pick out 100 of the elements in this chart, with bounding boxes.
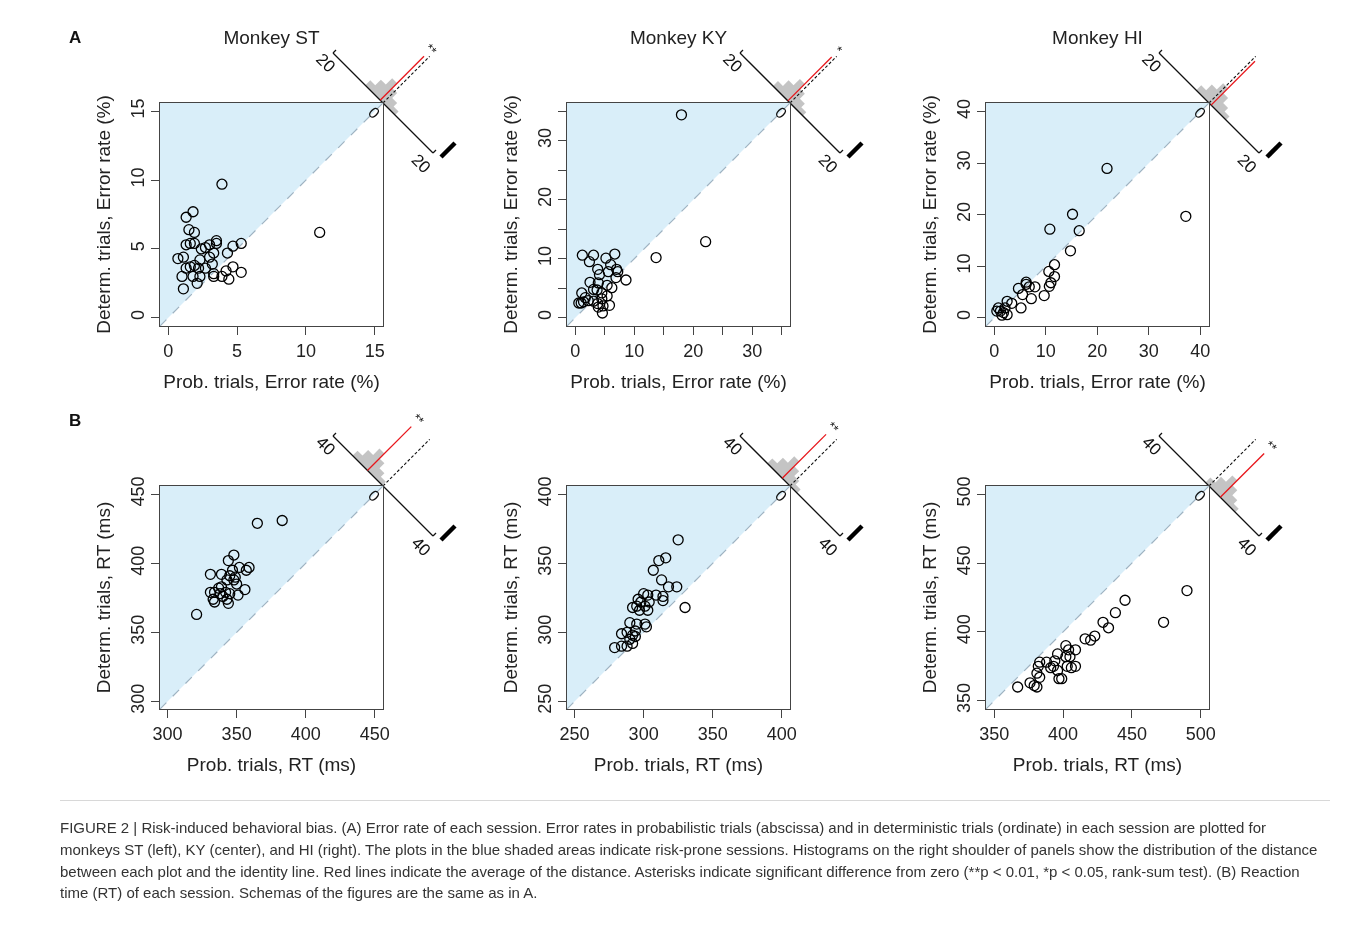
point: [675, 109, 688, 121]
text: 20: [1233, 150, 1261, 178]
point: [1001, 295, 1013, 307]
text: 20: [814, 150, 842, 178]
text: **: [409, 410, 428, 429]
point: [1034, 656, 1046, 668]
point: [631, 600, 643, 612]
y-tick-label: 0: [953, 310, 974, 321]
point: [657, 590, 669, 603]
point: [188, 237, 201, 250]
point: [215, 568, 228, 581]
chart-title: Monkey KY: [629, 26, 728, 48]
text: B: [69, 411, 82, 430]
y-axis-title: Determ. trials, Error rate (%): [918, 95, 940, 334]
point: [314, 226, 326, 239]
point: [206, 258, 218, 270]
y-tick-label: 250: [534, 683, 555, 714]
x-tick-label: 0: [989, 340, 1000, 361]
y-tick-label: 40: [953, 99, 974, 120]
text: 40: [312, 432, 340, 460]
x-tick-label: 300: [152, 723, 183, 744]
x-tick-label: 450: [359, 723, 390, 744]
y-tick-label: 450: [953, 545, 974, 576]
point: [1180, 210, 1192, 222]
y-tick-label: 0: [127, 310, 148, 321]
point: [593, 269, 606, 281]
point: [626, 601, 639, 614]
point: [1034, 671, 1046, 683]
point: [587, 283, 600, 296]
x-tick-label: 500: [1185, 723, 1216, 744]
point: [227, 240, 239, 252]
point: [1102, 622, 1115, 634]
point: [188, 226, 201, 239]
annotation: 0: [1190, 103, 1210, 122]
point: [1097, 616, 1109, 628]
text: 20: [719, 49, 747, 77]
y-tick-label: 400: [534, 476, 555, 507]
point: [576, 287, 588, 299]
point: [224, 588, 236, 600]
point: [219, 586, 232, 598]
y-tick-label: 20: [534, 187, 555, 208]
point: [608, 641, 621, 654]
point: [1181, 584, 1193, 597]
point: [177, 251, 190, 263]
point: [1016, 288, 1029, 301]
text: A: [69, 28, 82, 47]
point: [615, 640, 628, 652]
point: [650, 589, 662, 601]
point: [1064, 651, 1076, 663]
point: [216, 270, 228, 283]
point: [583, 256, 596, 268]
point: [615, 628, 628, 640]
x-tick-label: 300: [628, 723, 659, 744]
point: [1044, 223, 1056, 235]
point: [1069, 660, 1082, 672]
point: [199, 262, 212, 274]
y-tick-label: 5: [127, 241, 148, 252]
point: [208, 247, 220, 259]
point: [1048, 270, 1061, 283]
point: [233, 561, 246, 574]
point: [639, 600, 651, 612]
point: [600, 252, 612, 264]
point: [620, 274, 632, 286]
point: [184, 237, 196, 250]
point: [1029, 281, 1041, 293]
point: [660, 552, 672, 564]
x-tick-label: 450: [1116, 723, 1147, 744]
point: [1012, 681, 1024, 693]
point: [1119, 594, 1131, 606]
point: [596, 287, 608, 299]
point: [221, 574, 233, 586]
y-tick-label: 300: [534, 614, 555, 645]
point: [187, 206, 199, 218]
point: [223, 273, 235, 285]
point: [584, 276, 596, 288]
point: [642, 604, 654, 616]
point: [239, 583, 251, 596]
point: [699, 235, 712, 248]
point: [1051, 664, 1064, 677]
point: [203, 251, 216, 263]
y-tick-label: 400: [127, 545, 148, 576]
point: [592, 277, 604, 289]
caption: FIGURE 2 | Risk-induced behavioral bias. (A) Error rate of each session. Error rates in probabilistic trials (abscissa) and in deterministic trials (ordinate) in each session are plotted for monkeys ST (left), KY (center), and HI (right). The plots in the blue shaded areas indicate risk-prone sessions. Histograms on the right shoulder of panels show the distribution of the distance between each plot and the identity line. Red lines indicate the average of the distance. Asterisks indicate significant difference from zero (**p < 0.01, *p < 0.05, rank-sum test). (B) Reaction time (RT) of each session. Schemas of the figures are the same as in A.: [60, 800, 1330, 904]
point: [631, 618, 643, 630]
y-tick-label: 400: [953, 614, 974, 645]
y-tick-label: 30: [953, 150, 974, 171]
point: [596, 307, 609, 319]
x-axis-title: Prob. trials, Error rate (%): [163, 370, 380, 392]
text: **: [824, 418, 842, 437]
x-axis-title: Prob. trials, RT (ms): [186, 753, 357, 775]
text: *: [831, 43, 846, 58]
point: [1089, 630, 1101, 642]
x-tick-label: 30: [742, 340, 763, 361]
text: **: [422, 40, 440, 59]
y-axis-title: Determ. trials, RT (ms): [918, 501, 940, 694]
annotation: 0: [771, 103, 791, 122]
chart-title: Monkey ST: [223, 26, 320, 48]
point: [1038, 289, 1050, 302]
point: [208, 586, 221, 598]
point: [187, 270, 199, 283]
